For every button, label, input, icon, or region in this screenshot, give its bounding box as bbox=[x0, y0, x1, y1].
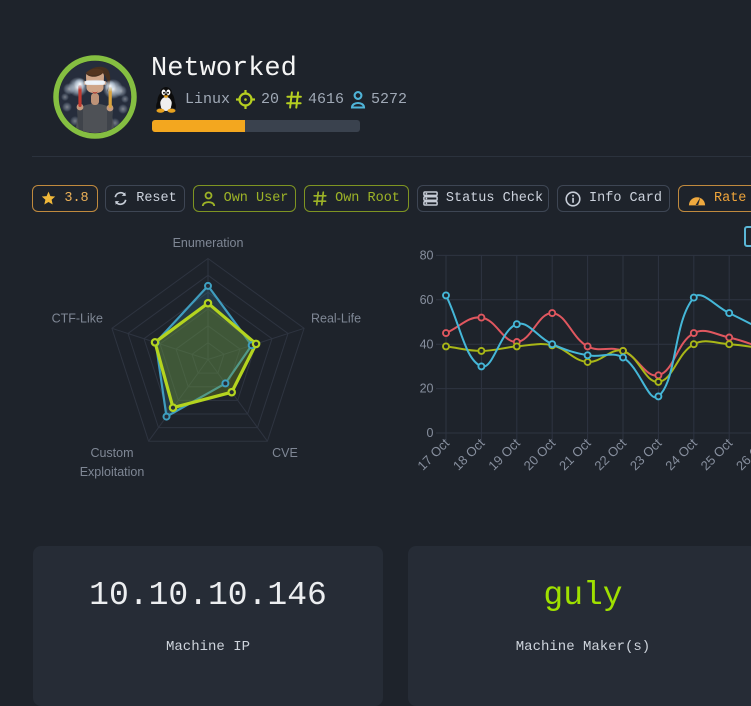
svg-text:Enumeration: Enumeration bbox=[173, 236, 244, 250]
svg-text:25 Oct: 25 Oct bbox=[698, 435, 736, 473]
svg-text:CTF-Like: CTF-Like bbox=[52, 312, 103, 326]
svg-text:21 Oct: 21 Oct bbox=[556, 435, 594, 473]
svg-text:Custom: Custom bbox=[90, 446, 133, 460]
svg-text:19 Oct: 19 Oct bbox=[485, 435, 523, 473]
svg-text:40: 40 bbox=[420, 337, 434, 351]
svg-text:24 Oct: 24 Oct bbox=[662, 435, 700, 473]
svg-text:17 Oct: 17 Oct bbox=[414, 435, 452, 473]
svg-text:60: 60 bbox=[420, 293, 434, 307]
svg-text:20 Oct: 20 Oct bbox=[521, 435, 559, 473]
svg-text:23 Oct: 23 Oct bbox=[627, 435, 665, 473]
svg-text:0: 0 bbox=[427, 426, 434, 440]
svg-text:22 Oct: 22 Oct bbox=[591, 435, 629, 473]
svg-text:Exploitation: Exploitation bbox=[80, 465, 145, 479]
svg-text:CVE: CVE bbox=[272, 446, 298, 460]
svg-text:Real-Life: Real-Life bbox=[311, 312, 361, 326]
svg-text:18 Oct: 18 Oct bbox=[450, 435, 488, 473]
svg-text:26 Oct: 26 Oct bbox=[733, 435, 751, 473]
svg-text:80: 80 bbox=[420, 249, 434, 263]
svg-text:20: 20 bbox=[420, 382, 434, 396]
